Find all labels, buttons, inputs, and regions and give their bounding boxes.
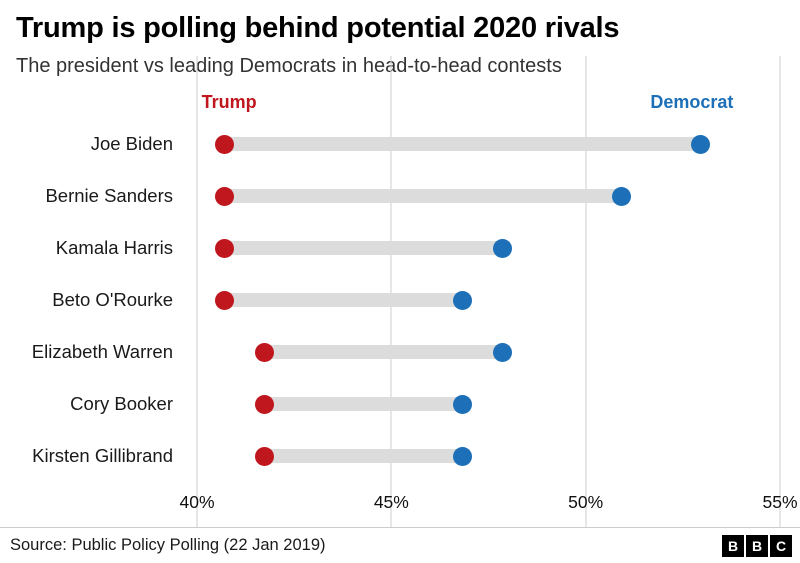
trump-dot: [254, 342, 274, 362]
candidate-label: Elizabeth Warren: [31, 341, 173, 362]
democrat-series-label: Democrat: [650, 92, 734, 112]
source-text: Source: Public Policy Polling (22 Jan 20…: [10, 536, 326, 554]
connector-bar: [254, 449, 473, 463]
democrat-dot: [492, 238, 512, 258]
series-legend: Trump Democrat: [197, 90, 780, 118]
bbc-logo-block: B: [722, 534, 744, 557]
candidate-label: Cory Booker: [70, 393, 173, 414]
trump-dot: [254, 446, 274, 466]
candidate-row: Kirsten Gillibrand: [0, 430, 800, 482]
candidate-plot: [185, 378, 780, 430]
connector-bar: [215, 137, 711, 151]
trump-dot: [215, 186, 235, 206]
candidate-row: Joe Biden: [0, 118, 800, 170]
connector-bar: [254, 397, 473, 411]
bbc-logo-block: B: [746, 534, 768, 557]
candidate-row: Bernie Sanders: [0, 170, 800, 222]
chart-body: Joe Biden Bernie Sanders Kamala Harris Beto…: [0, 118, 800, 482]
democrat-dot: [691, 134, 711, 154]
connector-bar: [215, 293, 473, 307]
candidate-plot: [185, 118, 780, 170]
trump-dot: [215, 238, 235, 258]
trump-dot: [215, 134, 235, 154]
trump-dot: [215, 290, 235, 310]
candidate-row: Kamala Harris: [0, 222, 800, 274]
candidate-label: Joe Biden: [90, 133, 173, 154]
chart-header: Trump is polling behind potential 2020 r…: [0, 0, 800, 84]
bbc-logo-block: C: [770, 534, 792, 557]
candidate-row: Beto O'Rourke: [0, 274, 800, 326]
connector-bar: [254, 345, 512, 359]
candidate-plot: [185, 222, 780, 274]
x-axis-tick: 55%: [762, 492, 798, 512]
dumbbell-chart: Trump Democrat Joe Biden Bernie Sanders Ka…: [0, 56, 800, 527]
candidate-row: Cory Booker: [0, 378, 800, 430]
democrat-dot: [453, 446, 473, 466]
chart-subtitle: The president vs leading Democrats in he…: [16, 55, 562, 77]
candidate-plot: [185, 326, 780, 378]
trump-dot: [254, 394, 274, 414]
candidate-label: Beto O'Rourke: [52, 289, 173, 310]
democrat-dot: [453, 394, 473, 414]
candidate-plot: [185, 274, 780, 326]
democrat-dot: [611, 186, 631, 206]
footer: Source: Public Policy Polling (22 Jan 20…: [0, 527, 800, 563]
x-axis: 40% 45% 50% 55%: [179, 484, 797, 518]
x-axis-tick: 50%: [568, 492, 604, 512]
x-axis-tick: 45%: [373, 492, 409, 512]
trump-series-label: Trump: [201, 92, 257, 112]
candidate-plot: [185, 170, 780, 222]
candidate-row: Elizabeth Warren: [0, 326, 800, 378]
candidate-label: Bernie Sanders: [45, 185, 173, 206]
connector-bar: [215, 189, 631, 203]
candidate-label: Kirsten Gillibrand: [32, 445, 173, 466]
chart-title: Trump is polling behind potential 2020 r…: [16, 12, 620, 44]
candidate-label: Kamala Harris: [55, 237, 173, 258]
candidate-plot: [185, 430, 780, 482]
connector-bar: [215, 241, 512, 255]
democrat-dot: [492, 342, 512, 362]
x-axis-tick: 40%: [179, 492, 215, 512]
democrat-dot: [453, 290, 473, 310]
